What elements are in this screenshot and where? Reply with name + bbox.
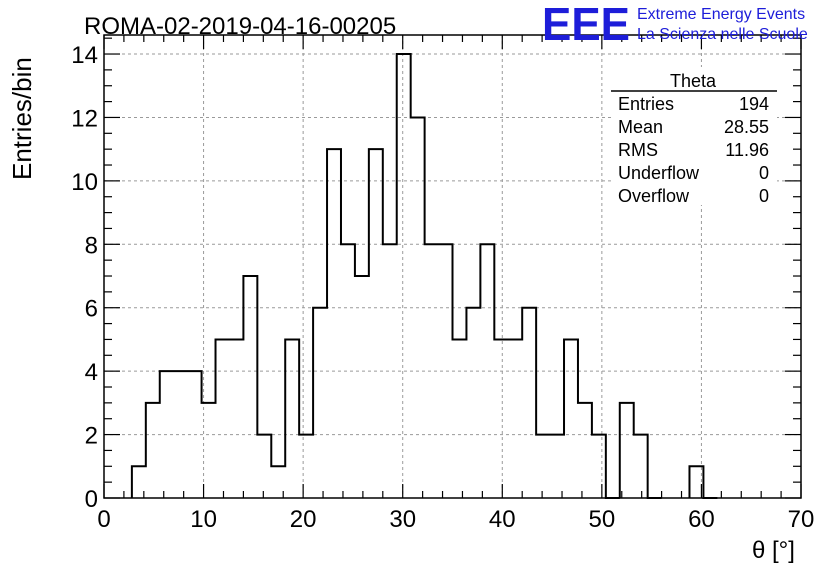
y-tick-label: 14 bbox=[71, 42, 98, 69]
x-axis-label: θ [°] bbox=[752, 537, 795, 564]
stats-label: Underflow bbox=[618, 163, 700, 183]
y-tick-label: 2 bbox=[85, 423, 98, 450]
stats-label: Entries bbox=[618, 94, 674, 114]
x-tick-label: 60 bbox=[688, 506, 715, 533]
histogram-bin bbox=[397, 54, 411, 498]
histogram-bin bbox=[620, 403, 634, 498]
histogram-bin bbox=[369, 149, 383, 498]
x-tick-label: 10 bbox=[190, 506, 217, 533]
histogram-bin bbox=[564, 339, 578, 498]
x-tick-labels: 0 10 20 30 40 50 60 70 bbox=[97, 506, 814, 533]
y-tick-label: 0 bbox=[85, 486, 98, 513]
logo-line-2: La Scienza nelle Scuole bbox=[637, 26, 808, 43]
stats-value: 194 bbox=[739, 94, 769, 114]
histogram-bin bbox=[299, 435, 313, 498]
histogram-bin bbox=[216, 339, 230, 498]
stats-box-bg bbox=[611, 67, 777, 205]
histogram-bin bbox=[453, 339, 467, 498]
x-tick-label: 70 bbox=[788, 506, 815, 533]
histogram-bin bbox=[522, 308, 536, 498]
histogram-bin bbox=[466, 308, 480, 498]
axis-ticks bbox=[103, 35, 802, 499]
stats-label: Mean bbox=[618, 117, 663, 137]
stats-value: 11.96 bbox=[725, 140, 769, 160]
stats-label: Overflow bbox=[618, 186, 690, 206]
histogram-bin bbox=[550, 435, 564, 498]
histogram-bin bbox=[229, 339, 243, 498]
y-tick-label: 4 bbox=[85, 359, 98, 386]
y-tick-labels: 0 2 4 6 8 10 12 14 bbox=[71, 42, 98, 513]
histogram-bin bbox=[578, 403, 592, 498]
y-tick-label: 12 bbox=[71, 105, 98, 132]
histogram-bin bbox=[355, 276, 369, 498]
histogram-bin bbox=[146, 403, 160, 498]
stats-label: RMS bbox=[618, 140, 658, 160]
y-axis-label: Entries/bin bbox=[7, 57, 37, 180]
histogram-bin bbox=[174, 371, 188, 498]
y-tick-label: 10 bbox=[71, 169, 98, 196]
run-title: ROMA-02-2019-04-16-00205 bbox=[84, 13, 396, 40]
stats-value: 0 bbox=[759, 163, 769, 183]
histogram-bin bbox=[592, 435, 606, 498]
logo-line-1: Extreme Energy Events bbox=[637, 6, 805, 23]
histogram-bin bbox=[313, 308, 327, 498]
histogram-bin bbox=[634, 435, 648, 498]
histogram-bin bbox=[257, 435, 271, 498]
y-tick-label: 8 bbox=[85, 232, 98, 259]
stats-value: 0 bbox=[759, 186, 769, 206]
histogram-bin bbox=[494, 339, 508, 498]
eee-logo: EEE bbox=[542, 0, 630, 50]
histogram-bin bbox=[327, 149, 341, 498]
stats-value: 28.55 bbox=[724, 117, 769, 137]
x-tick-label: 20 bbox=[290, 506, 317, 533]
stats-title: Theta bbox=[670, 71, 717, 91]
histogram-bin bbox=[536, 435, 550, 498]
histogram-bin bbox=[243, 276, 257, 498]
x-tick-label: 30 bbox=[389, 506, 416, 533]
x-tick-label: 40 bbox=[489, 506, 516, 533]
x-tick-label: 50 bbox=[589, 506, 616, 533]
x-tick-label: 0 bbox=[97, 506, 110, 533]
histogram-bin bbox=[285, 339, 299, 498]
histogram-bin bbox=[508, 339, 522, 498]
plot-frame bbox=[103, 34, 802, 499]
stats-box: Theta Entries 194 Mean 28.55 RMS 11.96 U… bbox=[611, 67, 777, 206]
y-tick-label: 6 bbox=[85, 296, 98, 323]
